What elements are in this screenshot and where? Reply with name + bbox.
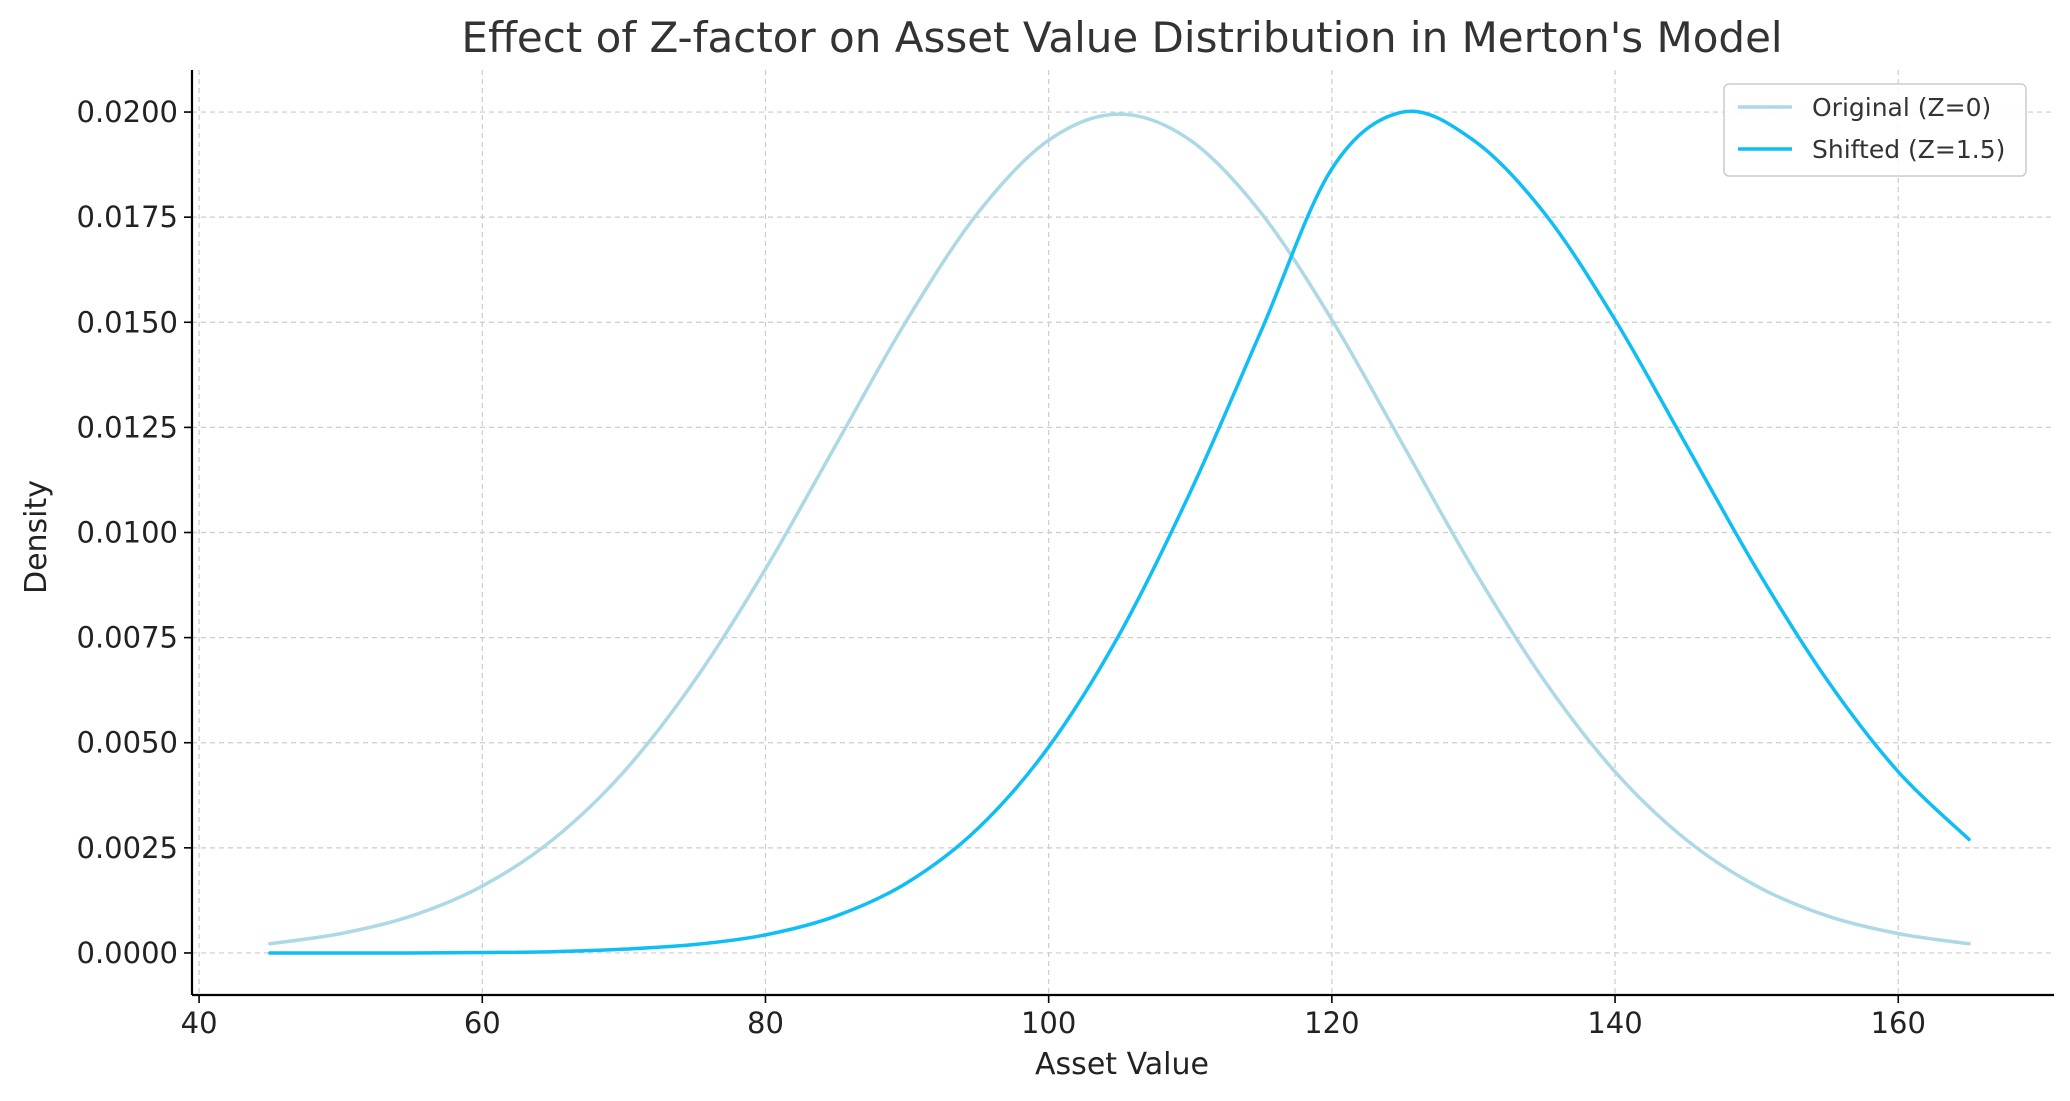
x-axis-label: Asset Value [1035, 1047, 1209, 1082]
y-tick-label: 0.0175 [77, 200, 178, 234]
x-tick-label: 140 [1587, 1006, 1642, 1040]
series-line-shifted [268, 109, 1971, 955]
y-tick-label: 0.0000 [77, 936, 178, 970]
x-tick-label: 160 [1871, 1006, 1926, 1040]
x-tick-label: 60 [464, 1006, 501, 1040]
y-tick-label: 0.0150 [77, 305, 178, 339]
x-tick-label: 40 [181, 1006, 218, 1040]
y-tick-label: 0.0075 [77, 621, 178, 655]
legend-label-shifted: Shifted (Z=1.5) [1812, 135, 2005, 164]
series-line-original [268, 112, 1971, 946]
y-tick-label: 0.0050 [77, 726, 178, 760]
y-tick-label: 0.0200 [77, 95, 178, 129]
x-tick-label: 100 [1021, 1006, 1076, 1040]
y-axis-ticks: 0.0000 0.0025 0.0050 0.0075 0.0100 0.0125 0.01… [77, 95, 192, 970]
chart-title: Effect of Z-factor on Asset Value Distri… [461, 13, 1782, 62]
legend: Original (Z=0) Shifted (Z=1.5) [1723, 83, 2027, 177]
y-axis-label: Density [19, 480, 54, 594]
y-tick-label: 0.0025 [77, 831, 178, 865]
legend-box [1723, 83, 2027, 177]
y-tick-label: 0.0125 [77, 410, 178, 444]
legend-label-original: Original (Z=0) [1812, 93, 1991, 122]
x-tick-label: 80 [747, 1006, 784, 1040]
x-axis-ticks: 40 60 80 100 120 140 160 [181, 995, 1926, 1040]
x-tick-label: 120 [1304, 1006, 1359, 1040]
y-tick-label: 0.0100 [77, 516, 178, 550]
series-lines [268, 109, 1971, 955]
